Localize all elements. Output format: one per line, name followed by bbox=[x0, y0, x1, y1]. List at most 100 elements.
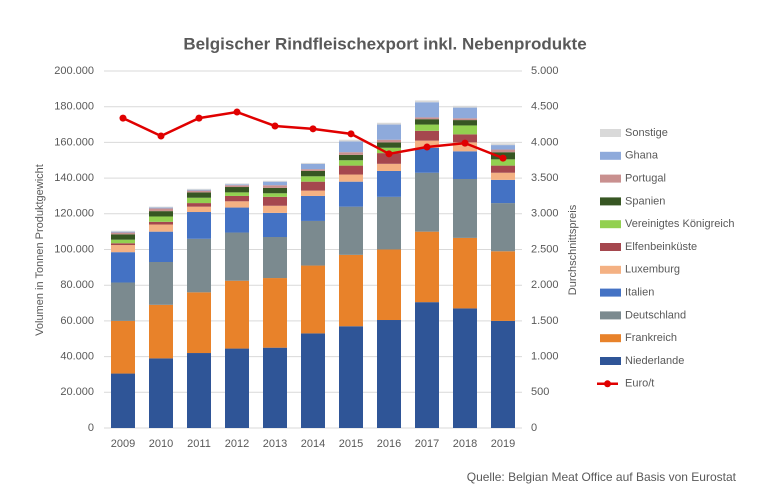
bar-segment bbox=[111, 234, 135, 240]
bar-segment bbox=[491, 143, 515, 146]
y-tick-label: 40.000 bbox=[60, 351, 94, 363]
y2-axis-label: Durchschnittspreis bbox=[567, 204, 579, 295]
y-tick-label: 100.000 bbox=[54, 243, 94, 255]
legend-swatch bbox=[600, 220, 621, 229]
bar-segment bbox=[301, 195, 325, 221]
y2-tick-label: 4.500 bbox=[531, 101, 559, 113]
x-tick-label: 2015 bbox=[339, 438, 363, 450]
x-tick-label: 2012 bbox=[225, 438, 249, 450]
bar-segment bbox=[415, 172, 439, 232]
bar-segment bbox=[339, 165, 363, 175]
bar-segment bbox=[415, 117, 439, 120]
y-tick-label: 0 bbox=[88, 422, 94, 434]
bar-segment bbox=[339, 326, 363, 428]
bar-segment bbox=[415, 231, 439, 303]
bar-segment bbox=[263, 237, 287, 279]
bar-segment bbox=[263, 347, 287, 428]
bar-segment bbox=[339, 174, 363, 182]
source-note: Quelle: Belgian Meat Office auf Basis vo… bbox=[467, 470, 737, 484]
chart-title: Belgischer Rindfleischexport inkl. Neben… bbox=[183, 34, 586, 53]
legend-swatch bbox=[600, 265, 621, 274]
bar-segment bbox=[187, 192, 211, 198]
y-tick-label: 160.000 bbox=[54, 136, 94, 148]
bar-segment bbox=[339, 154, 363, 161]
bar-segment bbox=[415, 130, 439, 141]
bar-segment bbox=[339, 181, 363, 207]
bar-segment bbox=[225, 348, 249, 428]
legend-marker bbox=[604, 380, 611, 388]
bar-segment bbox=[149, 358, 173, 428]
bar-segment bbox=[263, 180, 287, 182]
line-marker bbox=[195, 114, 203, 122]
y2-tick-label: 3.500 bbox=[531, 172, 559, 184]
bar-segment bbox=[225, 185, 249, 188]
y-tick-label: 60.000 bbox=[60, 315, 94, 327]
bar-segment bbox=[453, 178, 477, 238]
legend-label: Sonstige bbox=[625, 127, 668, 139]
bar-segment bbox=[225, 184, 249, 186]
bar-segment bbox=[301, 163, 325, 170]
legend-swatch bbox=[600, 151, 621, 160]
bar-segment bbox=[263, 212, 287, 238]
bar-segment bbox=[149, 211, 173, 217]
bar-segment bbox=[263, 205, 287, 213]
bar-segment bbox=[377, 320, 401, 428]
bar-segment bbox=[301, 170, 325, 177]
bar-segment bbox=[415, 100, 439, 103]
bar-segment bbox=[377, 170, 401, 197]
y2-tick-label: 500 bbox=[531, 386, 549, 398]
line-marker bbox=[347, 130, 355, 138]
bar-segment bbox=[453, 308, 477, 428]
line-marker bbox=[423, 143, 431, 151]
bar-segment bbox=[415, 302, 439, 428]
y-tick-label: 80.000 bbox=[60, 279, 94, 291]
bar-segment bbox=[111, 252, 135, 283]
legend-swatch bbox=[600, 129, 621, 137]
bar-segment bbox=[339, 141, 363, 153]
bar-segment bbox=[301, 333, 325, 428]
y-tick-label: 20.000 bbox=[60, 386, 94, 398]
bar-segment bbox=[491, 203, 515, 252]
y-tick-label: 140.000 bbox=[54, 172, 94, 184]
legend-label: Niederlande bbox=[625, 355, 684, 367]
bar-segment bbox=[187, 206, 211, 213]
y2-tick-label: 5.000 bbox=[531, 65, 559, 77]
x-tick-label: 2017 bbox=[415, 438, 439, 450]
bar-segment bbox=[377, 163, 401, 171]
bar-segment bbox=[301, 162, 325, 164]
y2-tick-label: 1.500 bbox=[531, 315, 559, 327]
y-tick-label: 120.000 bbox=[54, 208, 94, 220]
bar-segment bbox=[149, 216, 173, 222]
line-marker bbox=[271, 122, 279, 130]
bar-segment bbox=[225, 192, 249, 196]
bar-segment bbox=[111, 243, 135, 246]
legend-swatch bbox=[600, 288, 621, 297]
bar-segment bbox=[149, 231, 173, 262]
bar-segment bbox=[149, 208, 173, 212]
x-tick-label: 2013 bbox=[263, 438, 287, 450]
bar-segment bbox=[111, 245, 135, 253]
bar-segment bbox=[453, 125, 477, 135]
bar-segment bbox=[339, 254, 363, 327]
bar-segment bbox=[301, 220, 325, 266]
legend-label: Luxemburg bbox=[625, 264, 680, 276]
bar-segment bbox=[225, 183, 249, 185]
legend-label: Frankreich bbox=[625, 332, 677, 344]
x-tick-label: 2016 bbox=[377, 438, 401, 450]
bar-segment bbox=[263, 193, 287, 197]
legend-label: Elfenbeinküste bbox=[625, 241, 697, 253]
bar-segment bbox=[377, 124, 401, 140]
legend-swatch bbox=[600, 243, 621, 251]
bar-segment bbox=[149, 261, 173, 305]
bar-segment bbox=[187, 197, 211, 204]
bar-segment bbox=[453, 237, 477, 309]
bar-segment bbox=[491, 165, 515, 173]
x-tick-label: 2011 bbox=[187, 438, 211, 450]
y2-tick-label: 1.000 bbox=[531, 351, 559, 363]
bar-segment bbox=[111, 231, 135, 233]
legend-swatch bbox=[600, 334, 621, 343]
bar-segment bbox=[453, 142, 477, 152]
bar-segment bbox=[301, 181, 325, 191]
bar-segment bbox=[377, 153, 401, 164]
